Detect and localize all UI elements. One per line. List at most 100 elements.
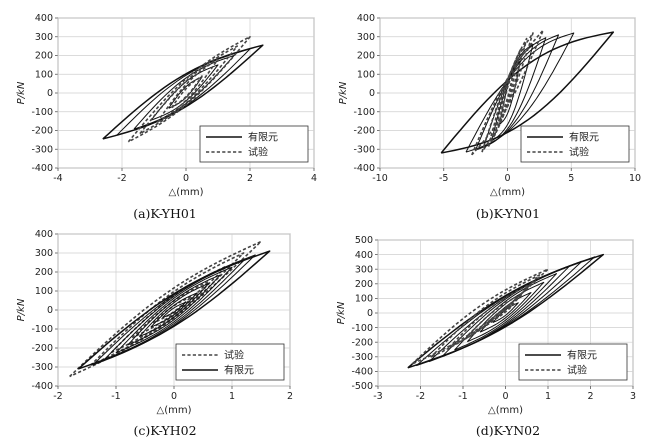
y-tick-label: 200 <box>357 51 375 62</box>
hysteresis-loop <box>116 48 251 136</box>
hysteresis-loop <box>440 31 615 154</box>
series-test <box>127 36 251 143</box>
x-tick-label: 1 <box>545 391 551 402</box>
hysteresis-loop <box>127 274 221 346</box>
x-tick-label: -2 <box>53 391 62 402</box>
hysteresis-loop <box>407 253 605 369</box>
y-tick-label: -300 <box>31 144 53 155</box>
panel-caption: (b)K-YN01 <box>476 206 540 221</box>
x-tick-label: 2 <box>287 391 293 402</box>
curves <box>69 240 271 378</box>
x-tick-label: 4 <box>311 173 317 184</box>
hysteresis-loop <box>481 32 534 153</box>
chart-panel-1: -400 -300 -200 -100 0 100 200 300 400 -4 -2 0 2 4 △(mm… <box>16 13 317 221</box>
series-test <box>411 268 549 365</box>
y-tick-label: 0 <box>47 88 53 99</box>
y-tick-label: -400 <box>351 367 373 378</box>
x-tick-label: -10 <box>372 173 388 184</box>
y-tick-label: 400 <box>35 229 53 240</box>
x-tick-label: -1 <box>458 391 467 402</box>
series-test <box>471 29 544 156</box>
y-axis-label: P/kN <box>16 81 27 104</box>
y-tick-label: -300 <box>351 352 373 363</box>
x-tick-label: -2 <box>416 391 425 402</box>
hysteresis-loop <box>162 301 187 319</box>
y-tick-label: 400 <box>35 13 53 24</box>
hysteresis-loop <box>500 69 515 116</box>
hysteresis-loop <box>102 44 264 140</box>
y-tick-label: -100 <box>31 324 53 335</box>
hysteresis-loop <box>127 36 251 143</box>
y-tick-label: 200 <box>35 51 53 62</box>
x-tick-label: 0 <box>502 391 508 402</box>
y-tick-label: -400 <box>31 381 53 392</box>
y-tick-label: 300 <box>355 264 373 275</box>
y-tick-label: 100 <box>355 294 373 305</box>
series-fem <box>77 250 271 370</box>
y-tick-label: -300 <box>353 144 375 155</box>
y-tick-label: 100 <box>35 69 53 80</box>
x-axis-label: △(mm) <box>169 187 204 198</box>
y-tick-label: -200 <box>31 126 53 137</box>
y-tick-label: 100 <box>35 286 53 297</box>
x-tick-label: 0 <box>504 173 510 184</box>
legend-box <box>175 343 285 381</box>
x-tick-label: 0 <box>171 391 177 402</box>
y-axis-label: P/kN <box>336 301 347 324</box>
x-tick-label: 1 <box>229 391 235 402</box>
legend-label: 试验 <box>567 364 587 377</box>
curves <box>407 253 605 369</box>
y-tick-label: 400 <box>355 250 373 261</box>
y-tick-label: 300 <box>35 248 53 259</box>
y-tick-label: -400 <box>31 163 53 174</box>
y-tick-label: -100 <box>353 107 375 118</box>
hysteresis-loop <box>115 266 233 354</box>
panel-caption: (a)K-YH01 <box>133 206 197 221</box>
x-axis-label: △(mm) <box>490 187 525 198</box>
x-tick-label: -1 <box>111 391 120 402</box>
x-tick-label: -4 <box>53 173 62 184</box>
y-tick-label: -100 <box>351 323 373 334</box>
x-tick-label: 5 <box>568 173 574 184</box>
hysteresis-loop <box>150 64 219 121</box>
x-axis-label: △(mm) <box>157 405 192 416</box>
hysteresis-loop <box>150 292 198 328</box>
y-tick-label: 0 <box>47 305 53 316</box>
hysteresis-loop <box>138 282 210 338</box>
legend-label: 有限元 <box>567 349 597 362</box>
x-tick-label: 2 <box>587 391 593 402</box>
hysteresis-loop <box>471 29 544 156</box>
hysteresis-loop <box>491 43 534 142</box>
hysteresis-loop <box>133 55 235 130</box>
x-tick-label: -3 <box>373 391 382 402</box>
hysteresis-loop <box>466 281 545 343</box>
x-tick-label: 10 <box>629 173 641 184</box>
y-tick-label: 500 <box>355 235 373 246</box>
y-tick-label: 200 <box>355 279 373 290</box>
legend-box <box>518 343 628 381</box>
hysteresis-loop <box>156 58 219 123</box>
hysteresis-loop <box>170 75 203 109</box>
legend-label: 有限元 <box>224 364 254 377</box>
chart-panel-3: -400 -300 -200 -100 0 100 200 300 400 -2 -1 0 1 2 △(mm… <box>16 229 293 438</box>
y-tick-label: -300 <box>31 362 53 373</box>
y-axis-label: P/kN <box>16 298 27 321</box>
y-tick-label: 0 <box>367 308 373 319</box>
x-tick-label: 3 <box>630 391 636 402</box>
curves <box>102 36 264 143</box>
y-tick-label: 300 <box>357 32 375 43</box>
x-axis-label: △(mm) <box>488 405 523 416</box>
x-tick-label: -5 <box>439 173 448 184</box>
legend-label: 有限元 <box>248 131 278 144</box>
legend-box <box>520 125 630 163</box>
hysteresis-loop <box>77 250 271 370</box>
panel-caption: (c)K-YH02 <box>133 423 196 438</box>
legend-label: 有限元 <box>569 131 599 144</box>
panel-caption: (d)K-YN02 <box>476 423 540 438</box>
hysteresis-loop <box>430 274 541 359</box>
y-tick-label: 200 <box>35 267 53 278</box>
